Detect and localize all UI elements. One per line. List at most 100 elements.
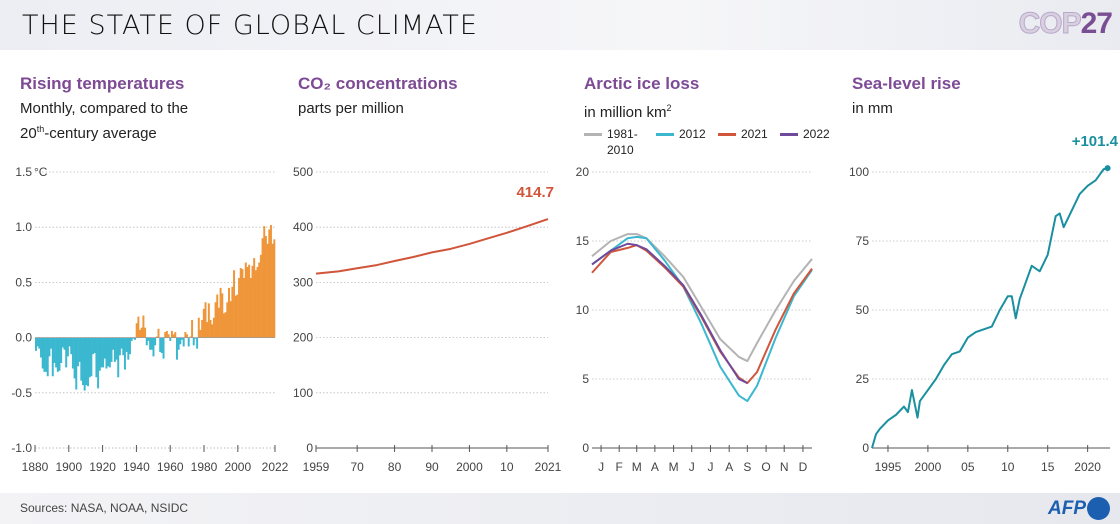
temperature-bar bbox=[214, 302, 217, 338]
x-tick-label: 2020 bbox=[1074, 460, 1101, 474]
temperature-bar bbox=[192, 337, 195, 346]
y-tick-label: 10 bbox=[576, 303, 590, 317]
temperature-bar bbox=[196, 337, 199, 349]
y-tick-label: 1.0 bbox=[15, 220, 32, 234]
temperature-bar bbox=[271, 243, 274, 338]
temperature-bar bbox=[269, 224, 272, 338]
y-tick-label: -0.5 bbox=[11, 386, 32, 400]
temperature-bar bbox=[100, 337, 103, 368]
temperature-bar bbox=[45, 337, 48, 372]
temperature-bar bbox=[264, 236, 267, 338]
series-line-line bbox=[871, 167, 1108, 449]
temperature-bar bbox=[70, 337, 73, 355]
temperature-bar bbox=[162, 337, 165, 359]
temperature-bar bbox=[172, 334, 175, 338]
temperature-bar bbox=[219, 287, 222, 338]
temperature-bar bbox=[51, 337, 54, 377]
temperature-bar bbox=[107, 337, 110, 367]
temperature-bar bbox=[170, 330, 173, 338]
x-tick-label: 1995 bbox=[875, 460, 902, 474]
temperature-bar bbox=[103, 337, 106, 359]
x-tick-label: 1880 bbox=[22, 460, 49, 474]
x-tick-label: J bbox=[689, 460, 695, 474]
page-title: THE STATE OF GLOBAL CLIMATE bbox=[22, 10, 478, 41]
legend-item-2012: 2012 bbox=[656, 126, 709, 158]
temperature-bar bbox=[46, 337, 49, 377]
temperature-bar bbox=[76, 337, 79, 367]
temperature-bar bbox=[197, 317, 200, 338]
y-tick-label: 0 bbox=[306, 441, 313, 455]
temperature-bar bbox=[35, 337, 37, 351]
temperature-bar bbox=[249, 277, 252, 338]
x-tick-label: 1920 bbox=[89, 460, 116, 474]
x-tick-label: M bbox=[669, 460, 679, 474]
x-tick-label: 15 bbox=[1041, 460, 1055, 474]
temperature-bar bbox=[253, 258, 256, 338]
temperature-bar bbox=[80, 337, 83, 381]
temperature-bar bbox=[95, 337, 98, 378]
y-tick-label: 1.5 bbox=[15, 165, 32, 179]
y-tick-label: 0.0 bbox=[15, 331, 32, 345]
temperature-bar bbox=[123, 337, 126, 370]
temperature-bar bbox=[75, 337, 78, 390]
x-tick-label: 1959 bbox=[303, 460, 330, 474]
temperature-bar bbox=[169, 337, 172, 341]
series-line-2012 bbox=[591, 235, 813, 403]
x-tick-label: 80 bbox=[388, 460, 402, 474]
temperature-bar bbox=[211, 324, 214, 338]
temperature-bar bbox=[87, 337, 90, 387]
temperature-bar bbox=[263, 226, 266, 338]
x-tick-label: 2022 bbox=[262, 460, 289, 474]
series-line-2022 bbox=[591, 242, 748, 385]
temperature-bar bbox=[241, 269, 244, 338]
temperature-bar bbox=[238, 277, 241, 338]
y-tick-label: 5 bbox=[582, 372, 589, 386]
temperature-bar bbox=[83, 337, 86, 391]
temperature-bar bbox=[256, 266, 259, 338]
temperature-bar bbox=[53, 337, 56, 363]
temperature-bar bbox=[234, 295, 237, 338]
x-tick-label: 1960 bbox=[157, 460, 184, 474]
temperature-bar bbox=[266, 243, 269, 338]
ice-title: Arctic ice loss bbox=[584, 74, 700, 93]
temperature-bar bbox=[228, 287, 230, 338]
temperature-bar bbox=[128, 337, 131, 355]
temperature-bar bbox=[222, 313, 225, 338]
legend-item-1981-2010: 1981- 2010 bbox=[584, 126, 647, 158]
temperature-bar bbox=[246, 266, 249, 338]
temperature-bar bbox=[251, 265, 254, 338]
temperature-bar bbox=[273, 239, 276, 338]
x-tick-label: S bbox=[743, 460, 751, 474]
x-tick-label: A bbox=[725, 460, 733, 474]
sea-subtitle: in mm bbox=[852, 100, 893, 117]
temperature-bar bbox=[66, 337, 69, 357]
x-tick-label: J bbox=[598, 460, 604, 474]
sources: Sources: NASA, NOAA, NSIDC bbox=[20, 501, 189, 515]
temperature-bar bbox=[140, 327, 143, 338]
temperature-bar bbox=[36, 337, 39, 347]
x-tick-label: 90 bbox=[425, 460, 439, 474]
temperature-bar bbox=[149, 337, 152, 350]
x-tick-label: D bbox=[799, 460, 808, 474]
legend-item-2022: 2022 bbox=[780, 126, 833, 158]
x-tick-label: O bbox=[761, 460, 770, 474]
temperature-bar bbox=[243, 277, 246, 338]
temperature-bar bbox=[199, 329, 202, 338]
temperature-bar bbox=[233, 270, 236, 338]
temperature-bar bbox=[63, 337, 66, 350]
y-tick-label: 0 bbox=[582, 441, 589, 455]
temperature-bar bbox=[181, 337, 183, 340]
x-tick-label: 2000 bbox=[224, 460, 251, 474]
footer: Sources: NASA, NOAA, NSIDC AFP bbox=[0, 493, 1120, 524]
unit-label: °C bbox=[34, 165, 48, 179]
temperature-bar bbox=[65, 337, 68, 368]
temperature-bar bbox=[177, 337, 180, 350]
x-tick-label: F bbox=[616, 460, 623, 474]
temperature-bar bbox=[159, 337, 162, 352]
temperature-bar bbox=[206, 322, 209, 338]
temperature-bar bbox=[268, 229, 271, 338]
x-tick-label: 1900 bbox=[55, 460, 82, 474]
temperature-bar bbox=[139, 329, 142, 338]
temperature-bar bbox=[118, 337, 121, 356]
temperature-bar bbox=[71, 337, 74, 369]
